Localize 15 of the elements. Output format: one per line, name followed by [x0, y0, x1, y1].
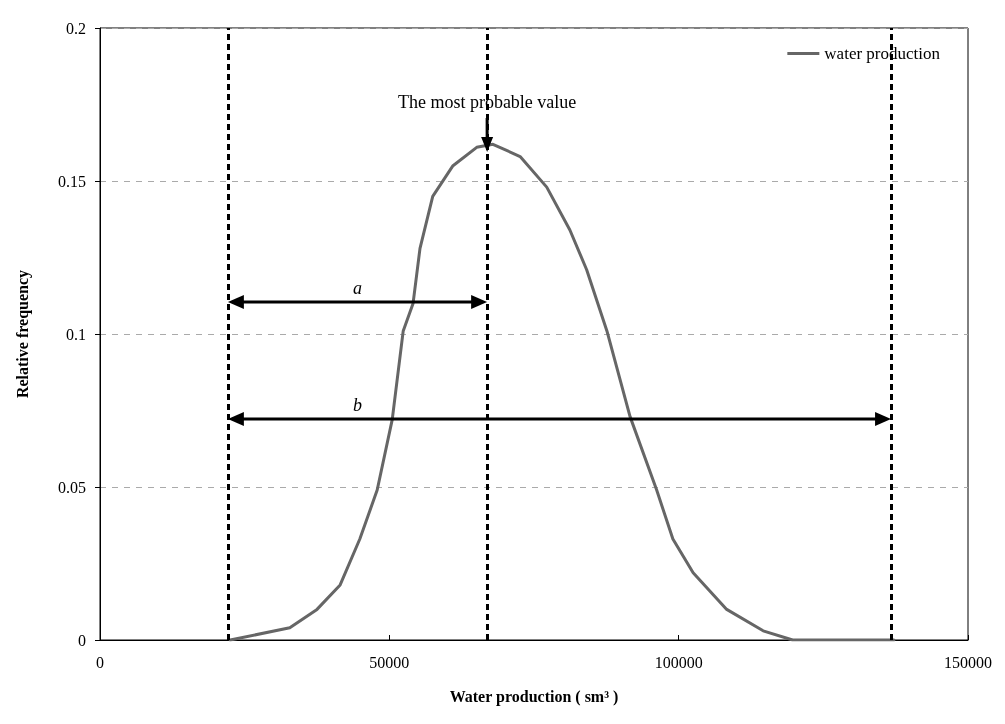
y-tick-label: 0.2 [66, 19, 86, 37]
x-tick-label: 50000 [369, 653, 410, 671]
annotation: a [353, 278, 363, 298]
y-tick-label: 0.05 [58, 478, 86, 496]
legend-label: water production [824, 44, 941, 63]
y-tick-label: 0.1 [66, 325, 86, 343]
y-axis-title: Relative frequency [13, 269, 32, 399]
y-tick-label: 0.15 [58, 172, 86, 190]
y-tick-label: 0 [78, 631, 86, 649]
x-tick-label: 150000 [944, 653, 992, 671]
x-axis-title: Water production ( sm³ ) [449, 687, 619, 706]
annotation: The most probable value [397, 92, 577, 112]
x-tick-label: 100000 [654, 653, 703, 671]
annotation: b [353, 395, 363, 415]
x-tick-label: 0 [96, 653, 104, 671]
